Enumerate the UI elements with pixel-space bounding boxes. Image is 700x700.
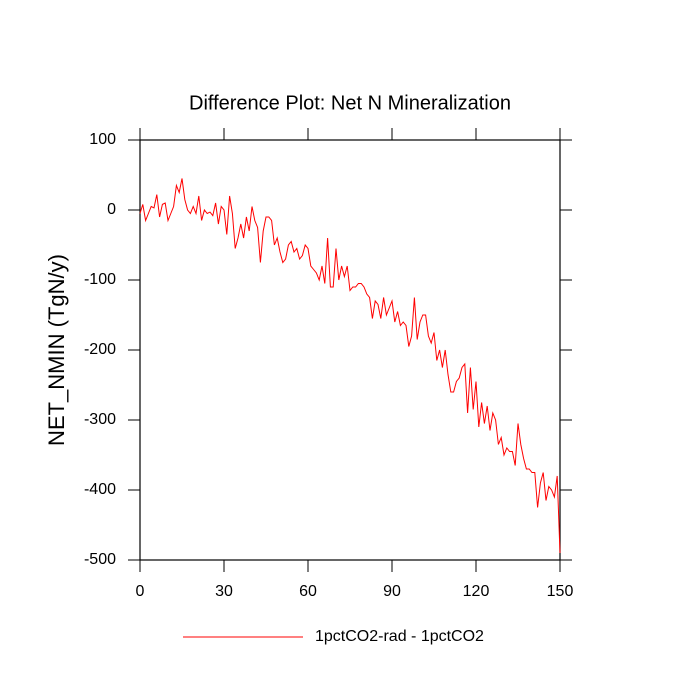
- y-tick-label: -300: [84, 411, 116, 428]
- x-tick-label: 120: [463, 583, 490, 600]
- data-line: [139, 178, 561, 554]
- y-tick-label: -400: [84, 481, 116, 498]
- y-tick-label: 0: [107, 201, 116, 218]
- y-tick-label: -500: [84, 551, 116, 568]
- x-tick-label: 60: [299, 583, 317, 600]
- y-axis-label: NET_NMIN (TgN/y): [44, 254, 69, 446]
- y-tick-label: -200: [84, 341, 116, 358]
- y-tick-label: -100: [84, 271, 116, 288]
- x-tick-label: 30: [215, 583, 233, 600]
- x-tick-label: 0: [136, 583, 145, 600]
- y-tick-label: 100: [89, 131, 116, 148]
- x-tick-label: 90: [383, 583, 401, 600]
- plot-frame: [139, 139, 561, 561]
- chart-title: Difference Plot: Net N Mineralization: [189, 92, 511, 114]
- x-tick-label: 150: [547, 583, 574, 600]
- legend-label: 1pctCO2-rad - 1pctCO2: [315, 628, 484, 645]
